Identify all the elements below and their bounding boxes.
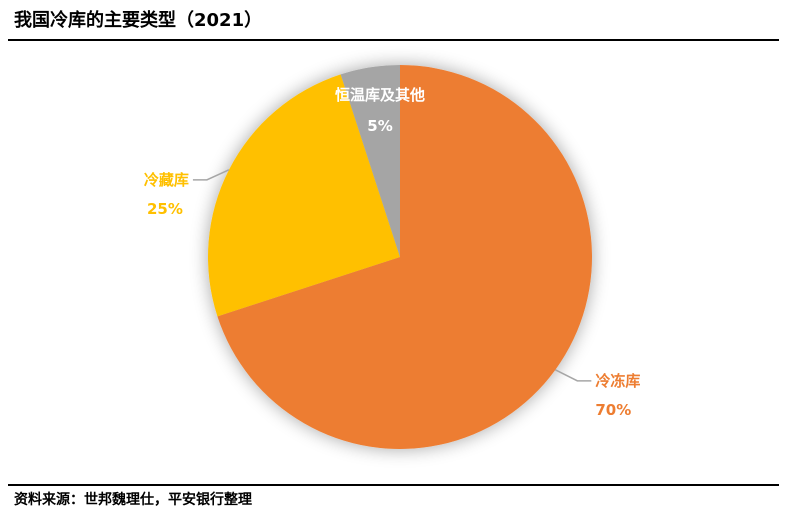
top-divider: [8, 39, 779, 41]
slice-label-frozen: 冷冻库: [595, 372, 640, 390]
slice-value-constant-temp: 5%: [367, 117, 392, 135]
pie-slice-refrigerated: [208, 74, 400, 317]
pie-slices: [208, 65, 593, 449]
slice-label-constant-temp: 恒温库及其他: [335, 86, 425, 104]
slice-value-refrigerated: 25%: [147, 200, 183, 218]
page-title: 我国冷库的主要类型（2021）: [14, 10, 263, 31]
slice-label-refrigerated: 冷藏库: [144, 171, 189, 189]
bottom-divider: [8, 484, 779, 486]
source-note: 资料来源：世邦魏理仕，平安银行整理: [14, 492, 252, 508]
leader-line-refrigerated: [192, 169, 230, 181]
slice-value-frozen: 70%: [595, 401, 631, 419]
pie-slice-frozen: [217, 65, 593, 449]
leader-line-frozen: [554, 369, 592, 382]
pie-slice-constant-temp: [340, 65, 400, 257]
